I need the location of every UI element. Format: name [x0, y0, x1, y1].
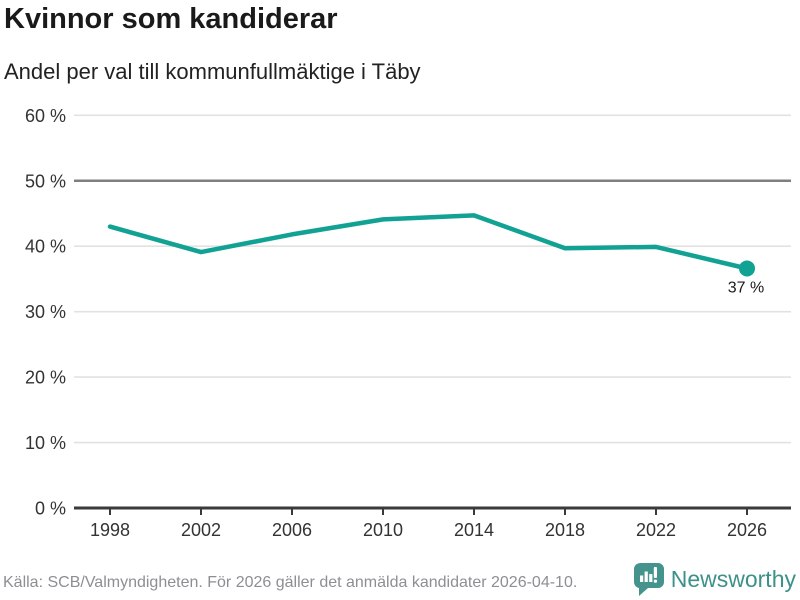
y-tick-label: 50 % [25, 171, 66, 191]
x-tick-label: 2018 [545, 520, 585, 540]
newsworthy-badge-icon [633, 563, 664, 596]
chart-title: Kvinnor som kandiderar [4, 3, 338, 35]
y-tick-label: 60 % [25, 106, 66, 126]
y-tick-label: 30 % [25, 302, 66, 322]
data-line [107, 213, 750, 271]
badge-bar-chart-glyph [639, 567, 657, 583]
x-tick-label: 2014 [454, 520, 494, 540]
x-tick-label: 2006 [272, 520, 312, 540]
x-tick-label: 1998 [90, 520, 130, 540]
y-tick-label: 10 % [25, 433, 66, 453]
end-point-label: 37 % [728, 279, 764, 296]
y-tick-label: 20 % [25, 368, 66, 388]
chart-subtitle: Andel per val till kommunfullmäktige i T… [4, 59, 421, 84]
x-tick-label: 2022 [636, 520, 676, 540]
brand-name: Newsworthy [670, 566, 796, 592]
x-tick-label: 2026 [727, 520, 767, 540]
y-tick-label: 40 % [25, 237, 66, 257]
line-chart: 0 % 10 % 20 % 30 % 40 % 50 % 60 % 1998 2002 2006 2… [25, 106, 791, 540]
badge-bubble-shape [633, 563, 664, 596]
x-tick-label: 2010 [363, 520, 403, 540]
newsworthy-logo[interactable]: Newsworthy [633, 562, 796, 597]
y-tick-label: 0 % [35, 499, 66, 519]
source-note: Källa: SCB/Valmyndigheten. För 2026 gäll… [3, 574, 578, 591]
x-tick-label: 2002 [181, 520, 221, 540]
end-point-marker [739, 260, 755, 277]
